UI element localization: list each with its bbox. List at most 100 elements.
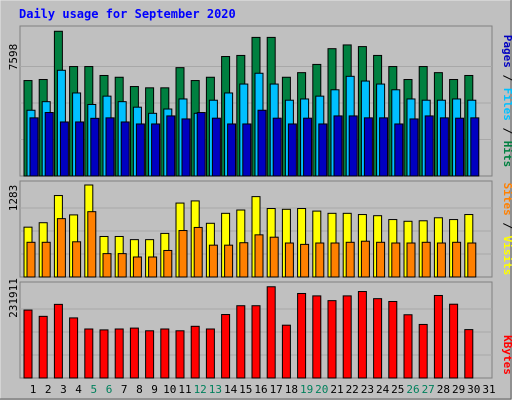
bar-sites-day- <box>467 242 477 278</box>
bar-sites-day- <box>376 241 386 278</box>
bar-sites-day- <box>284 242 294 278</box>
bar-pages-day-12 <box>196 112 206 177</box>
bar-pages-day-7 <box>120 121 130 177</box>
bar-sites-day- <box>315 242 325 278</box>
bar-sites-day- <box>41 241 51 278</box>
bar-sites-day- <box>391 242 401 278</box>
bar-kbytes-day- <box>175 330 185 379</box>
bar-kbytes-day- <box>312 295 322 379</box>
bar-pages-day-26 <box>409 118 419 177</box>
right-label-panel3: KBytes <box>501 335 512 375</box>
bar-pages-day-27 <box>424 115 434 177</box>
right-label-visits: Visits <box>501 236 512 276</box>
bar-sites-day- <box>406 242 416 278</box>
bar-pages-day-25 <box>394 123 404 177</box>
y-max-label-hits: 7598 <box>7 44 20 71</box>
bar-sites-day- <box>436 242 446 278</box>
bar-pages-day-21 <box>333 115 343 177</box>
bar-kbytes-day- <box>205 328 215 379</box>
bar-kbytes-day- <box>99 329 109 379</box>
bar-pages-day-6 <box>105 117 115 177</box>
x-tick-label: 7 <box>121 383 128 396</box>
bar-sites-day- <box>360 240 370 278</box>
x-tick-label: 15 <box>239 383 252 396</box>
bar-pages-day-30 <box>470 117 480 177</box>
bar-pages-day-28 <box>439 117 449 177</box>
svg-text:Pages / Files / Hits: Pages / Files / Hits <box>501 35 512 168</box>
bar-sites-day- <box>148 256 158 278</box>
bar-pages-day-14 <box>227 123 237 177</box>
y-max-label-kbytes: 231911 <box>7 278 20 318</box>
bar-kbytes-day- <box>236 305 246 379</box>
chart-title: Daily usage for September 2020 <box>19 7 236 21</box>
x-tick-label: 10 <box>163 383 176 396</box>
x-tick-label: 17 <box>270 383 283 396</box>
bar-kbytes-day- <box>84 328 94 379</box>
bar-kbytes-day- <box>266 286 276 379</box>
bar-kbytes-day- <box>129 327 139 379</box>
bar-kbytes-day- <box>281 324 291 379</box>
right-label-hits: Hits <box>501 141 512 168</box>
bar-pages-day-10 <box>166 115 176 177</box>
right-label-panel2: Sites / Visits <box>501 183 512 276</box>
bar-sites-day- <box>132 256 142 278</box>
bar-pages-day-29 <box>455 117 465 177</box>
x-tick-label: 1 <box>30 383 37 396</box>
bar-pages-day-13 <box>211 117 221 177</box>
bar-kbytes-day- <box>53 303 63 379</box>
svg-text:Sites / Visits: Sites / Visits <box>501 183 512 276</box>
bar-pages-day-22 <box>348 115 358 177</box>
right-label-kbytes: KBytes <box>501 335 512 375</box>
bar-sites-day- <box>330 242 340 278</box>
x-tick-label: 5 <box>90 383 97 396</box>
x-tick-label: 11 <box>178 383 191 396</box>
bar-kbytes-day- <box>388 300 398 379</box>
x-tick-label: 9 <box>151 383 158 396</box>
bar-kbytes-day- <box>160 328 170 379</box>
x-tick-label: 22 <box>346 383 359 396</box>
bar-sites-day- <box>178 230 188 278</box>
bar-pages-day-19 <box>303 117 313 177</box>
x-tick-label: 25 <box>391 383 404 396</box>
x-tick-label: 20 <box>315 383 328 396</box>
bar-sites-day- <box>208 244 218 278</box>
x-tick-label: 16 <box>254 383 267 396</box>
x-tick-label: 31 <box>482 383 495 396</box>
bar-kbytes-day- <box>23 309 33 379</box>
bar-sites-day- <box>163 249 173 278</box>
right-label-pages: Pages <box>501 35 512 68</box>
x-tick-label: 27 <box>422 383 435 396</box>
bar-sites-day- <box>193 226 203 278</box>
bar-kbytes-day- <box>69 317 79 379</box>
bar-pages-day-20 <box>318 123 328 177</box>
bar-kbytes-day- <box>433 294 443 379</box>
x-tick-label: 30 <box>467 383 480 396</box>
bar-sites-day- <box>26 241 36 278</box>
bar-sites-day- <box>117 253 127 278</box>
bar-kbytes-day- <box>190 325 200 379</box>
x-tick-label: 18 <box>285 383 298 396</box>
bar-pages-day-4 <box>75 121 85 177</box>
bar-kbytes-day- <box>403 314 413 379</box>
bar-sites-day- <box>72 241 82 278</box>
x-tick-label: 26 <box>406 383 419 396</box>
bar-sites-day- <box>345 241 355 278</box>
x-tick-label: 2 <box>45 383 52 396</box>
svg-text:KBytes: KBytes <box>501 335 512 375</box>
bar-kbytes-day- <box>357 291 367 379</box>
x-tick-label: 13 <box>209 383 222 396</box>
bar-pages-day-8 <box>135 123 145 177</box>
bar-pages-day-16 <box>257 109 267 177</box>
bar-sites-day- <box>239 242 249 278</box>
bar-kbytes-day- <box>251 305 261 379</box>
bar-pages-day-18 <box>287 123 297 177</box>
x-tick-label: 21 <box>330 383 343 396</box>
x-tick-label: 19 <box>300 383 313 396</box>
bar-sites-day- <box>300 243 310 278</box>
x-tick-label: 29 <box>452 383 465 396</box>
bar-sites-day- <box>87 211 97 278</box>
bar-kbytes-day- <box>418 323 428 379</box>
x-tick-label: 14 <box>224 383 238 396</box>
x-tick-label: 24 <box>376 383 390 396</box>
